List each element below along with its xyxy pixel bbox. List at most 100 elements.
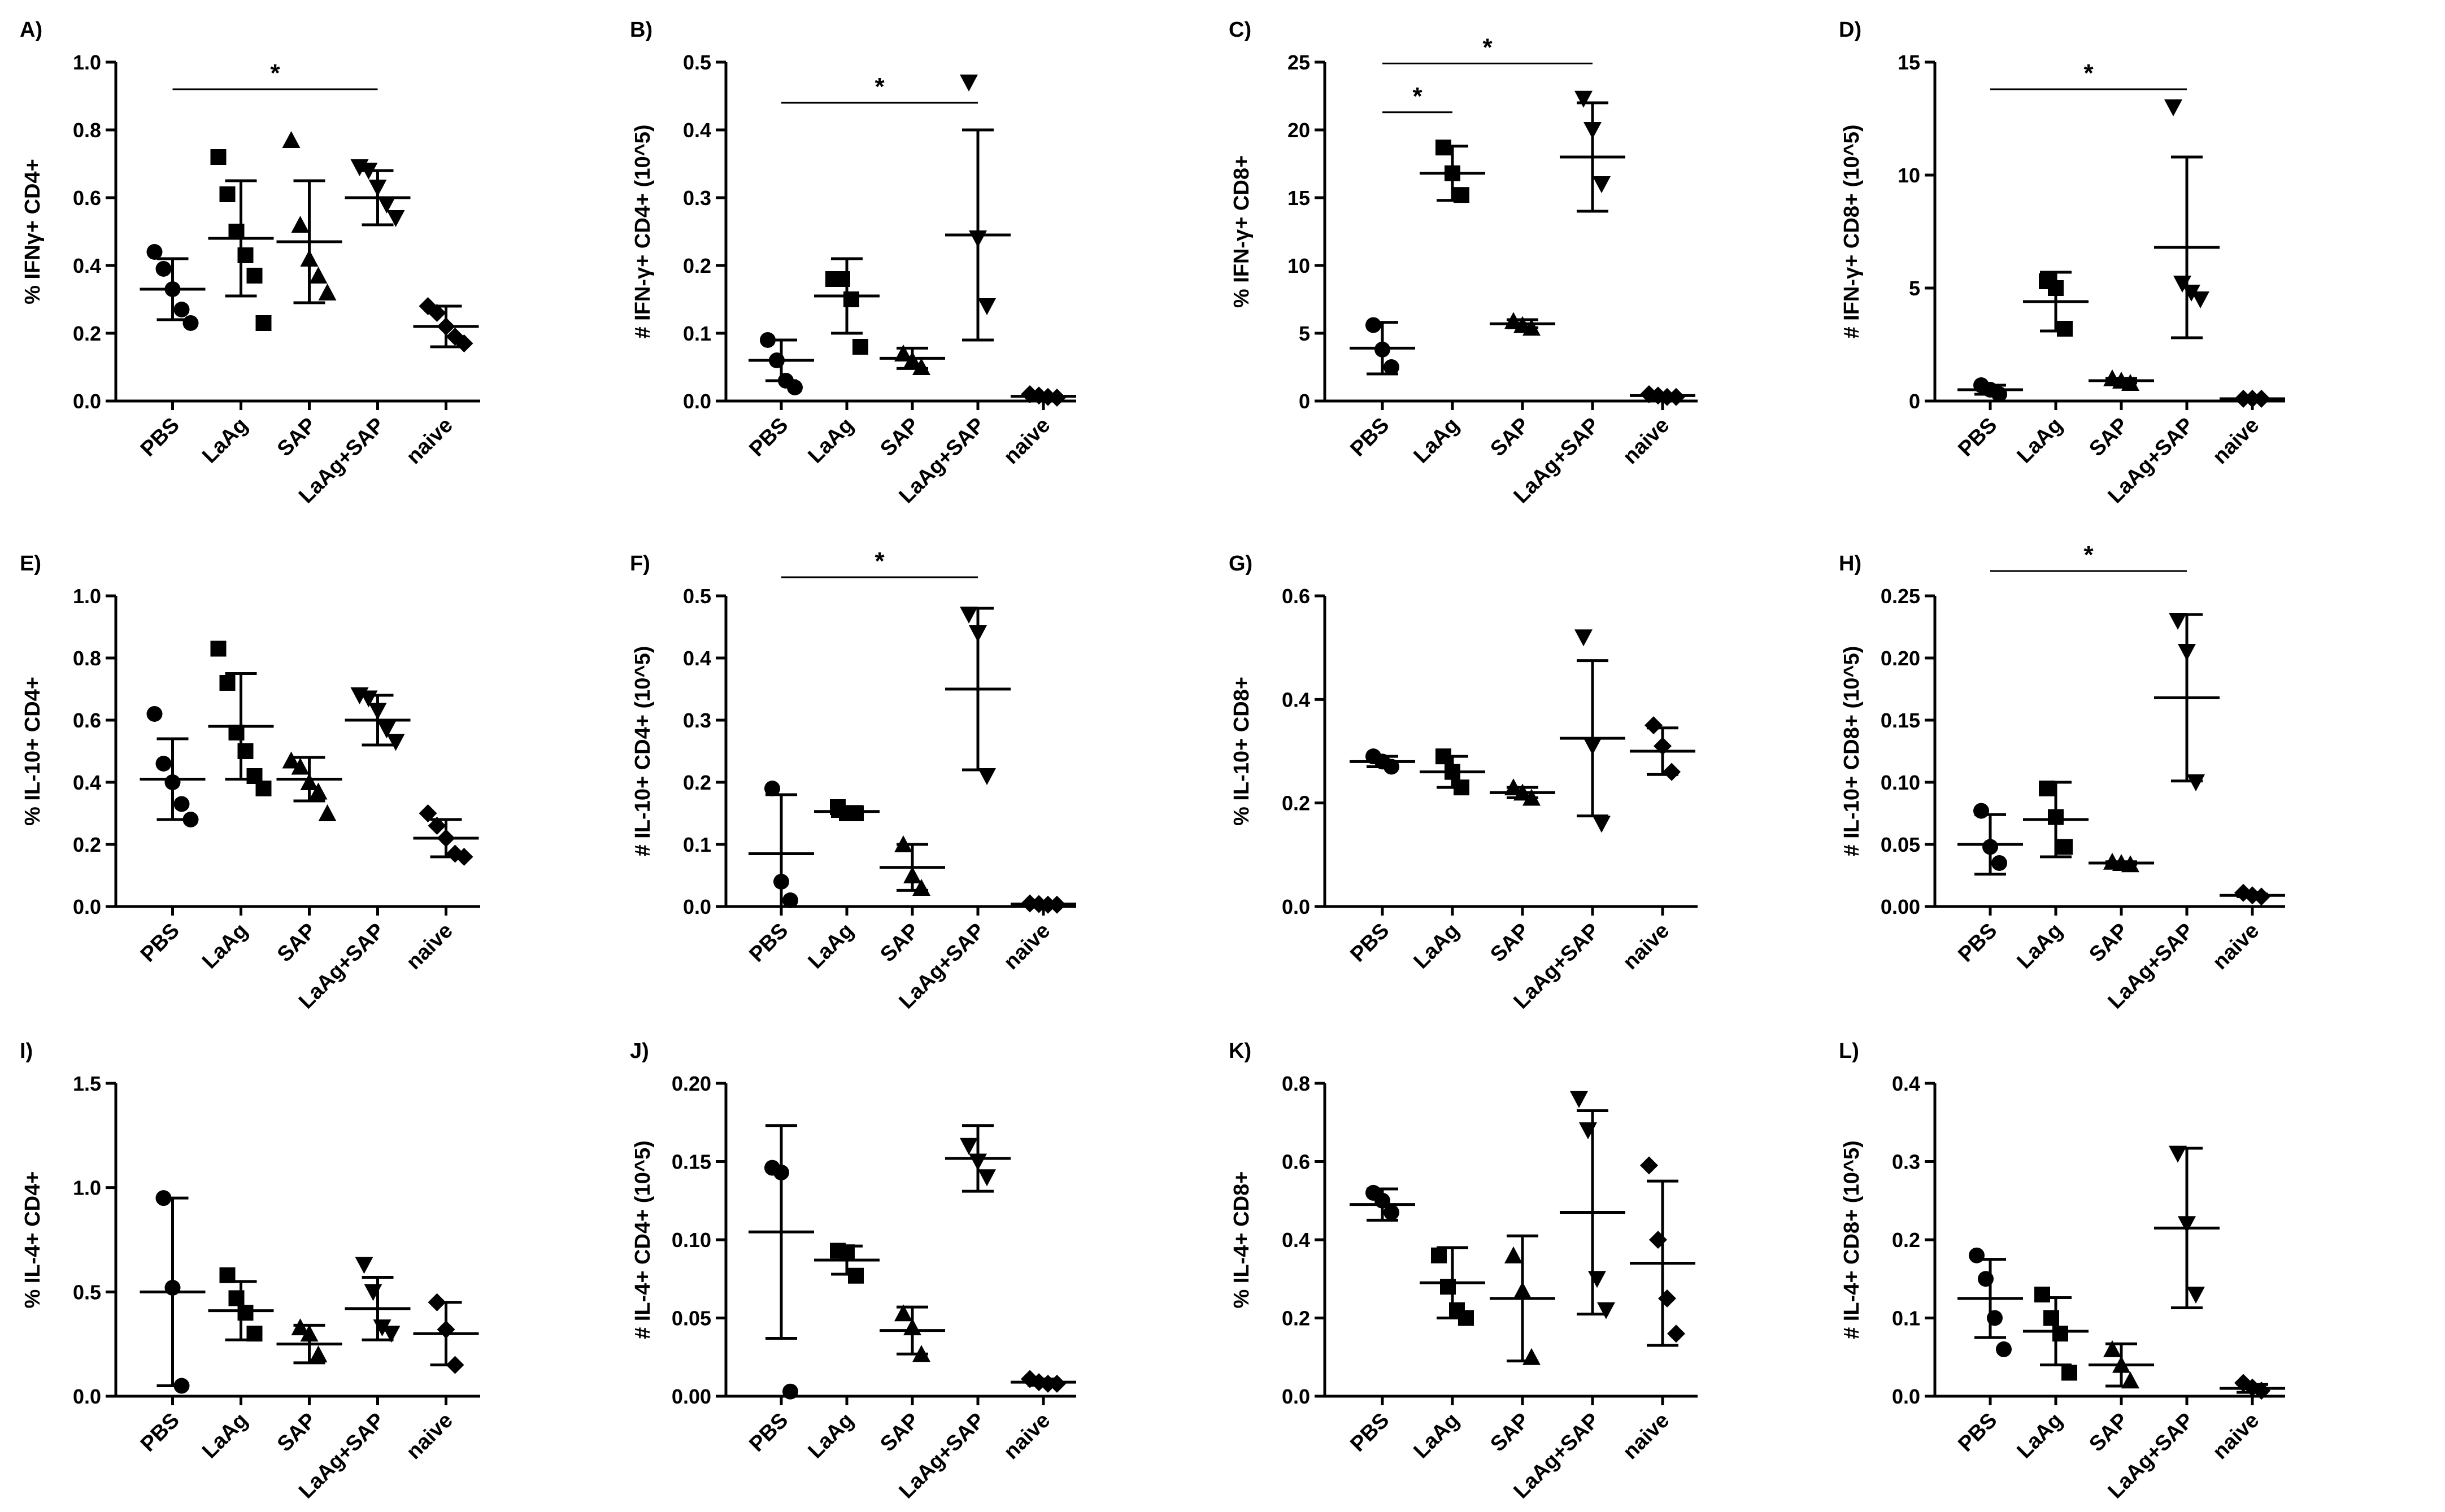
y-tick-label: 0.1 [683, 322, 711, 345]
category-label: PBS [1954, 413, 2002, 461]
category-label: PBS [136, 413, 184, 461]
data-point [146, 706, 163, 722]
category-label: PBS [1346, 413, 1394, 461]
category-label: naive [402, 919, 457, 974]
category-label: naive [1619, 919, 1674, 974]
panel-L: L) # IL-4+ CD8+ (10^5) 0.0 0.1 0.2 0.3 0.4 PBS L… [1839, 1039, 2285, 1503]
y-tick-label: 0.10 [672, 1228, 711, 1252]
data-point [1969, 1247, 1985, 1263]
y-tick-label: 0.4 [1282, 688, 1310, 711]
data-point [309, 267, 328, 284]
data-point [1597, 1302, 1615, 1319]
data-point [852, 339, 868, 355]
data-point [282, 131, 301, 148]
data-point [155, 261, 172, 277]
category-label: PBS [136, 919, 184, 967]
panel-F: F) # IL-10+ CD4+ (10^5) 0.0 0.1 0.2 0.3 0.4 0.5… [630, 547, 1076, 1013]
category-label: naive [1619, 1409, 1674, 1464]
data-point [1991, 855, 2007, 871]
data-point [2169, 613, 2187, 630]
data-point [1570, 1091, 1588, 1108]
panel-letter: J) [630, 1039, 649, 1063]
panel-letter: A) [20, 18, 42, 42]
y-tick-label: 0.0 [1892, 1385, 1920, 1408]
y-tick-label: 10 [1898, 164, 1920, 187]
data-point [960, 607, 978, 624]
data-point [1593, 816, 1611, 833]
y-tick-label: 0.0 [73, 895, 101, 918]
category-label: PBS [1954, 1409, 2002, 1457]
category-label: naive [2208, 413, 2264, 469]
data-point [782, 1383, 798, 1400]
data-point [146, 244, 163, 260]
data-point [1658, 1289, 1676, 1308]
data-point [2252, 1382, 2270, 1400]
data-point [428, 817, 446, 835]
category-label: SAP [273, 1409, 321, 1457]
data-point [291, 216, 310, 233]
data-point [978, 298, 996, 315]
data-point [255, 781, 272, 796]
data-point [2057, 321, 2073, 337]
category-label: naive [402, 1409, 457, 1464]
data-point [173, 302, 190, 317]
data-point [978, 1169, 996, 1187]
data-point [1593, 176, 1611, 193]
data-point [182, 315, 199, 331]
y-tick-label: 0.4 [73, 254, 101, 277]
data-point [1574, 90, 1593, 108]
y-tick-label: 1.0 [73, 585, 101, 608]
y-tick-label: 0.1 [683, 833, 711, 856]
category-label: SAP [273, 413, 321, 461]
data-point [155, 756, 172, 772]
category-label: naive [999, 919, 1055, 974]
data-point [1973, 803, 1989, 819]
y-tick-label: 5 [1299, 322, 1310, 345]
y-tick-label: 0.4 [1892, 1072, 1920, 1095]
data-point [182, 812, 199, 827]
category-label: LaAg [198, 1409, 253, 1463]
data-point [2187, 774, 2205, 791]
data-point [912, 358, 930, 375]
category-label: LaAg [1409, 1409, 1464, 1463]
y-tick-label: 1.0 [73, 1177, 101, 1200]
category-label: SAP [876, 919, 924, 967]
category-label: SAP [2085, 1409, 2133, 1457]
data-point [1640, 1156, 1658, 1175]
y-tick-label: 0.2 [73, 833, 101, 856]
category-label: PBS [745, 919, 793, 967]
data-point [219, 186, 236, 202]
y-tick-label: 1.0 [73, 51, 101, 74]
y-tick-label: 0.15 [672, 1151, 711, 1174]
data-point [386, 734, 405, 751]
data-point [978, 768, 996, 785]
data-point [960, 1138, 978, 1155]
category-label: LaAg [803, 1409, 858, 1463]
y-tick-label: 0.20 [672, 1072, 711, 1095]
y-tick-label: 0.2 [683, 771, 711, 794]
y-axis-label: % IL-10+ CD8+ [1230, 677, 1254, 826]
data-point [2169, 1145, 2187, 1163]
category-label: PBS [745, 1409, 793, 1457]
y-tick-label: 0.8 [73, 119, 101, 142]
data-point [382, 1326, 401, 1343]
category-label: LaAg [2012, 919, 2067, 974]
data-point [2187, 1286, 2205, 1304]
y-axis-label: # IFN-γ+ CD8+ (10^5) [1840, 124, 1864, 338]
panel-H: H) # IL-10+ CD8+ (10^5) 0.00 0.05 0.10 0.15 0.… [1839, 541, 2285, 1013]
y-tick-label: 0.5 [683, 585, 711, 608]
y-tick-label: 0.20 [1881, 647, 1920, 670]
y-tick-label: 0.15 [1881, 709, 1920, 732]
data-point [291, 757, 310, 775]
y-tick-label: 0.25 [1881, 585, 1920, 608]
y-tick-label: 0.8 [73, 647, 101, 670]
y-tick-label: 0.4 [73, 771, 101, 794]
panel-letter: G) [1229, 552, 1252, 576]
y-axis-label: # IFN-γ+ CD4+ (10^5) [631, 124, 655, 338]
y-tick-label: 10 [1287, 254, 1310, 277]
data-point [2191, 291, 2209, 308]
data-point [960, 75, 978, 91]
category-label: PBS [1346, 1409, 1394, 1457]
